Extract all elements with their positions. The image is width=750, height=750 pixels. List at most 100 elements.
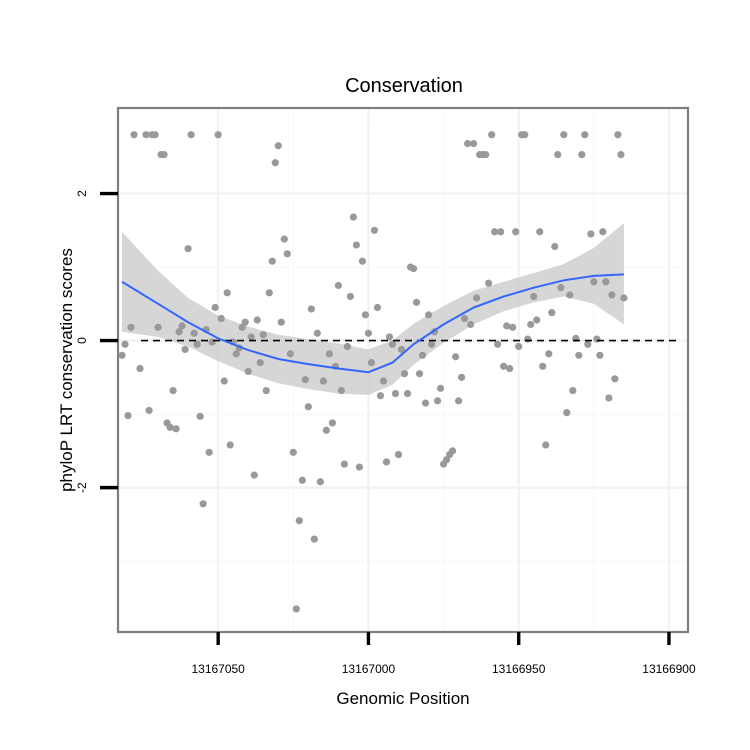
x-tick-label: 13167050 — [191, 662, 245, 676]
data-point — [454, 397, 463, 405]
data-point — [436, 384, 445, 392]
data-point — [127, 323, 135, 331]
data-point — [545, 350, 553, 358]
data-point — [611, 375, 619, 383]
data-point — [542, 441, 550, 449]
data-point — [539, 362, 547, 370]
data-point — [560, 131, 568, 139]
data-point — [400, 370, 409, 378]
data-point — [551, 242, 559, 251]
data-point — [190, 329, 198, 337]
data-point — [319, 377, 327, 385]
data-point — [142, 131, 150, 139]
data-point — [358, 257, 367, 265]
data-point — [145, 406, 153, 415]
data-point — [415, 370, 424, 378]
data-point — [205, 448, 213, 456]
data-point — [509, 323, 517, 331]
data-point — [461, 314, 469, 323]
data-point — [608, 291, 616, 299]
data-point — [256, 359, 264, 367]
data-point — [614, 131, 622, 139]
data-point — [458, 373, 466, 381]
data-point — [394, 450, 403, 459]
data-point — [325, 350, 333, 358]
data-point — [548, 309, 556, 317]
data-point — [451, 353, 460, 361]
data-point — [244, 367, 252, 376]
data-point — [166, 423, 174, 431]
data-point — [473, 294, 481, 302]
data-point — [379, 377, 388, 385]
data-point — [151, 131, 159, 139]
data-point — [467, 320, 475, 329]
data-point — [367, 359, 376, 367]
data-point — [433, 397, 442, 405]
data-point — [175, 328, 183, 336]
data-point — [124, 411, 132, 420]
data-point — [596, 351, 604, 359]
data-point — [409, 264, 418, 273]
chart-title: Conservation — [345, 75, 463, 97]
data-point — [620, 294, 628, 302]
data-point — [361, 311, 370, 319]
data-point — [388, 340, 397, 348]
data-point — [130, 131, 138, 139]
data-point — [364, 329, 373, 337]
data-point — [506, 364, 514, 373]
data-point — [590, 278, 598, 286]
data-point — [262, 386, 270, 395]
data-point — [566, 291, 574, 299]
data-point — [536, 228, 544, 236]
data-point — [488, 131, 496, 139]
data-point — [154, 323, 162, 331]
data-point — [253, 316, 261, 324]
data-point — [295, 517, 303, 525]
data-point — [569, 386, 577, 395]
data-point — [220, 377, 228, 385]
data-point — [373, 303, 382, 312]
data-point — [370, 226, 379, 234]
data-point — [316, 478, 324, 486]
confidence-band — [122, 223, 624, 395]
data-point — [491, 228, 499, 236]
data-point — [346, 292, 355, 301]
data-point — [307, 305, 315, 313]
data-point — [485, 279, 493, 287]
data-point — [575, 351, 583, 359]
data-point — [448, 447, 457, 455]
data-point — [464, 139, 472, 148]
data-point — [118, 351, 126, 359]
data-point — [587, 230, 595, 238]
data-point — [310, 535, 318, 543]
data-point — [280, 235, 288, 243]
data-point — [557, 284, 565, 292]
data-point — [602, 278, 610, 286]
data-point — [412, 298, 421, 306]
data-point — [382, 458, 391, 466]
data-point — [403, 389, 412, 398]
data-point — [337, 386, 345, 395]
data-point — [349, 213, 358, 221]
data-point — [563, 409, 571, 417]
data-point — [515, 342, 523, 351]
data-point — [470, 139, 478, 148]
data-point — [500, 362, 508, 370]
data-point — [424, 311, 433, 319]
data-point — [503, 322, 511, 330]
data-point — [286, 350, 294, 358]
data-point — [121, 340, 129, 348]
data-point — [250, 471, 258, 479]
data-point — [181, 345, 189, 354]
plot-frame — [116, 106, 690, 634]
y-axis-title: phyloP LRT conservation scores — [57, 248, 76, 492]
data-point — [343, 342, 352, 351]
data-point — [512, 228, 520, 236]
data-point — [482, 150, 490, 159]
data-point — [268, 257, 276, 265]
data-point — [385, 333, 394, 341]
data-point — [184, 245, 192, 253]
data-point — [265, 289, 273, 297]
data-point — [289, 448, 297, 456]
data-point — [277, 318, 285, 326]
